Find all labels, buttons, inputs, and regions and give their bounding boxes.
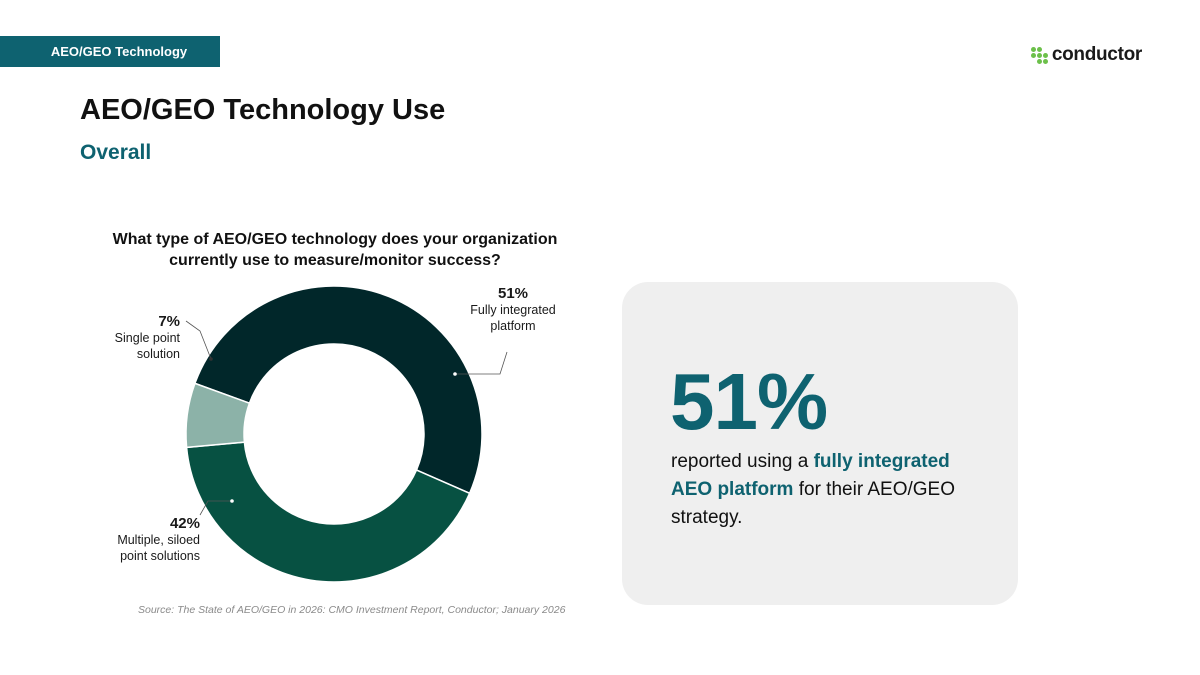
chart-source: Source: The State of AEO/GEO in 2026: CM… [138,604,566,616]
donut-chart [185,285,508,583]
leader-dot [453,372,457,376]
callout-stat: 51% [670,357,828,446]
page-title: AEO/GEO Technology Use [80,94,446,126]
section-tag: AEO/GEO Technology [0,36,220,67]
slice-label-multiple-siloed: 42% Multiple, siloed point solutions [100,516,200,564]
callout-text: reported using a fully integrated AEO pl… [671,448,971,532]
page-subtitle: Overall [80,141,152,164]
leader-line [199,500,232,516]
donut-slice-fully-integrated-platform [193,285,483,495]
leader-line [455,351,508,375]
callout-text-start: reported using a [671,451,814,472]
slice-category-label: Multiple, siloed point solutions [117,533,200,563]
leader-dot [230,499,234,503]
donut-slice-multiple-siloed-point-solutions [185,441,471,583]
slice-category-label: Fully integrated platform [470,303,556,333]
section-tag-label: AEO/GEO Technology [50,44,188,59]
callout-text-end: for their AEO/GEO strategy. [671,479,956,528]
slice-value-label: 7% [158,313,180,330]
logo-wordmark: conductor [1051,44,1142,65]
conductor-logo-icon [1030,46,1048,64]
slice-category-label: Single point solution [114,331,180,361]
slice-label-single-point: 7% Single point solution [88,314,180,362]
leader-dot [209,357,213,361]
callout-highlight: fully integrated AEO platform [671,451,950,500]
conductor-logo: conductor [1030,44,1142,66]
leader-line [185,320,212,360]
donut-slice-single-point-solution [185,382,251,449]
slice-value-label: 42% [169,515,200,532]
slice-label-fully-integrated: 51% Fully integrated platform [458,286,568,334]
slice-value-label: 51% [497,285,529,302]
chart-title: What type of AEO/GEO technology does you… [112,231,558,269]
callout-card: 51% reported using a fully integrated AE… [622,282,1018,605]
